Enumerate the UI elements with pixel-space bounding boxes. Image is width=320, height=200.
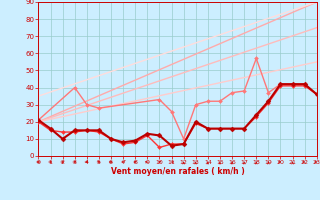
X-axis label: Vent moyen/en rafales ( km/h ): Vent moyen/en rafales ( km/h ): [111, 167, 244, 176]
